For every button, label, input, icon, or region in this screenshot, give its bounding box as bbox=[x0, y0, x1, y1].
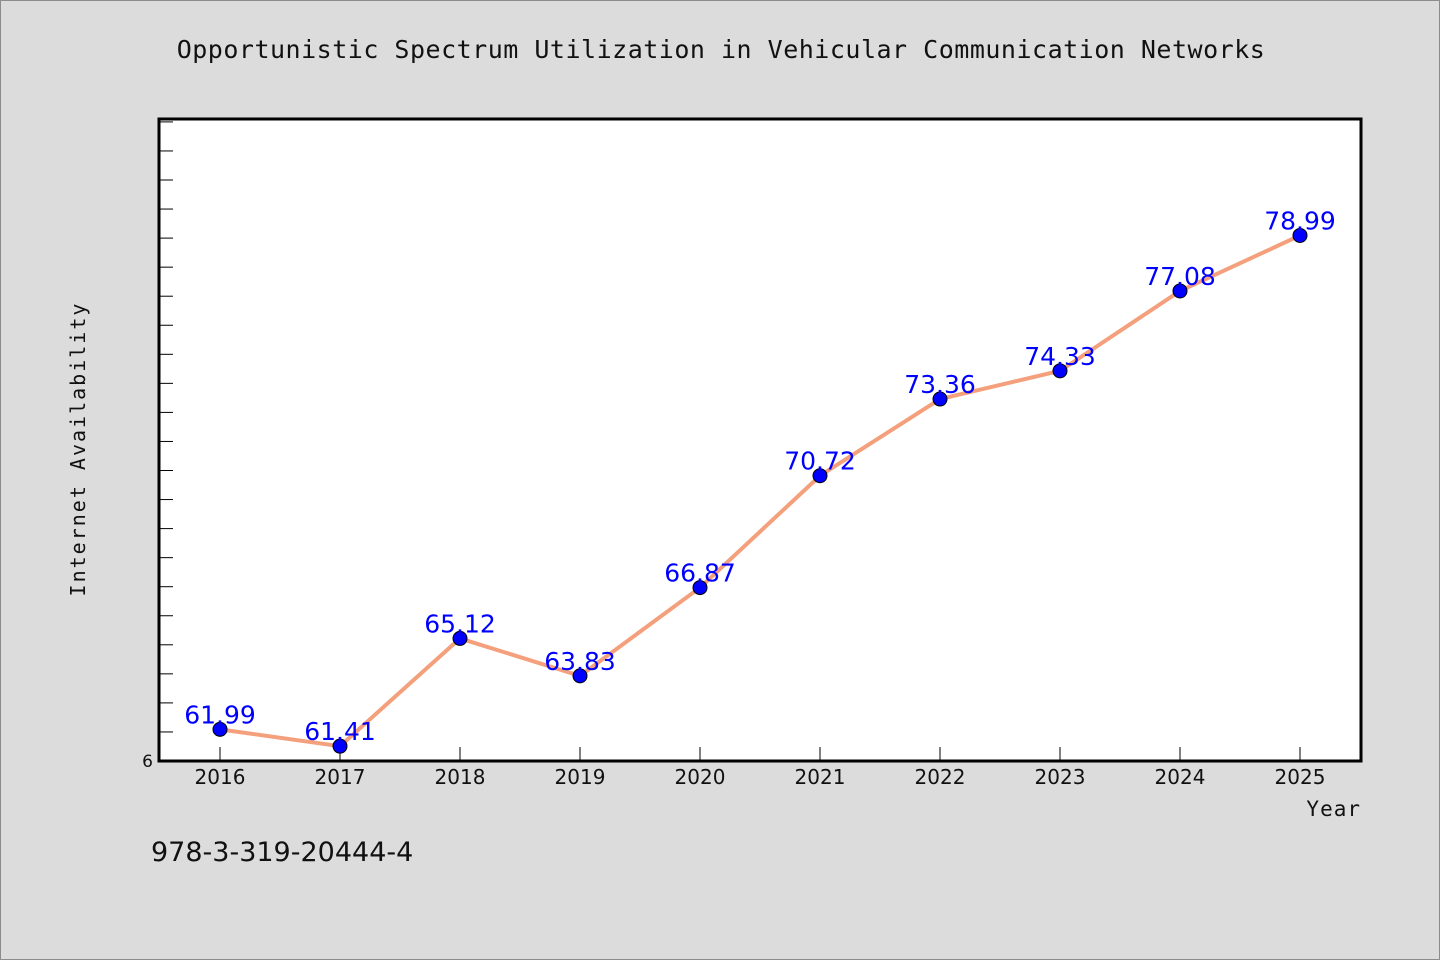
chart-title: Opportunistic Spectrum Utilization in Ve… bbox=[176, 35, 1266, 64]
x-tick-label: 2016 bbox=[195, 765, 246, 789]
x-tick-label: 2023 bbox=[1035, 765, 1086, 789]
x-tick-label: 2022 bbox=[915, 765, 966, 789]
y-axis-ticks: 6 bbox=[142, 121, 173, 772]
data-point-marker bbox=[1172, 283, 1188, 299]
data-label: 61.99 bbox=[184, 700, 256, 729]
x-axis-ticks: 2016 2017 2018 2019 2020 2021 2022 2023 2024 2025 bbox=[195, 747, 1326, 789]
isbn-annotation: 978-3-319-20444-4 bbox=[151, 837, 414, 868]
x-tick-label: 2018 bbox=[435, 765, 486, 789]
data-label: 65.12 bbox=[424, 609, 496, 638]
series-line bbox=[218, 233, 1302, 749]
x-tick-label: 2021 bbox=[795, 765, 846, 789]
data-point-marker bbox=[692, 580, 708, 596]
x-axis-label: Year bbox=[1306, 797, 1361, 821]
data-point-marker bbox=[1292, 227, 1308, 243]
data-label: 63.83 bbox=[544, 647, 616, 676]
x-tick-label: 2019 bbox=[555, 765, 606, 789]
x-tick-label: 2020 bbox=[675, 765, 726, 789]
data-point-marker bbox=[212, 721, 228, 737]
x-tick-label: 2024 bbox=[1155, 765, 1206, 789]
data-point-marker bbox=[332, 738, 348, 754]
data-labels-group: 61.99 61.41 65.12 63.83 66.87 70.72 73.36 74.33… bbox=[184, 206, 1336, 746]
series-markers-group bbox=[212, 227, 1308, 754]
data-label: 66.87 bbox=[664, 559, 736, 588]
x-tick-label: 2025 bbox=[1275, 765, 1326, 789]
data-point-marker bbox=[812, 468, 828, 484]
y-tick-label: 6 bbox=[142, 752, 153, 772]
data-label: 73.36 bbox=[904, 370, 976, 399]
plot-area bbox=[157, 117, 1363, 763]
data-label: 70.72 bbox=[784, 447, 856, 476]
data-point-marker bbox=[932, 391, 948, 407]
series-line-group bbox=[218, 233, 1302, 749]
data-label: 61.41 bbox=[304, 717, 376, 746]
data-label: 78.99 bbox=[1264, 206, 1336, 235]
data-label: 77.08 bbox=[1144, 262, 1216, 291]
data-point-marker bbox=[452, 630, 468, 646]
data-point-marker bbox=[1052, 363, 1068, 379]
x-tick-label: 2017 bbox=[315, 765, 366, 789]
data-label: 74.33 bbox=[1024, 342, 1096, 371]
data-point-marker bbox=[572, 668, 588, 684]
